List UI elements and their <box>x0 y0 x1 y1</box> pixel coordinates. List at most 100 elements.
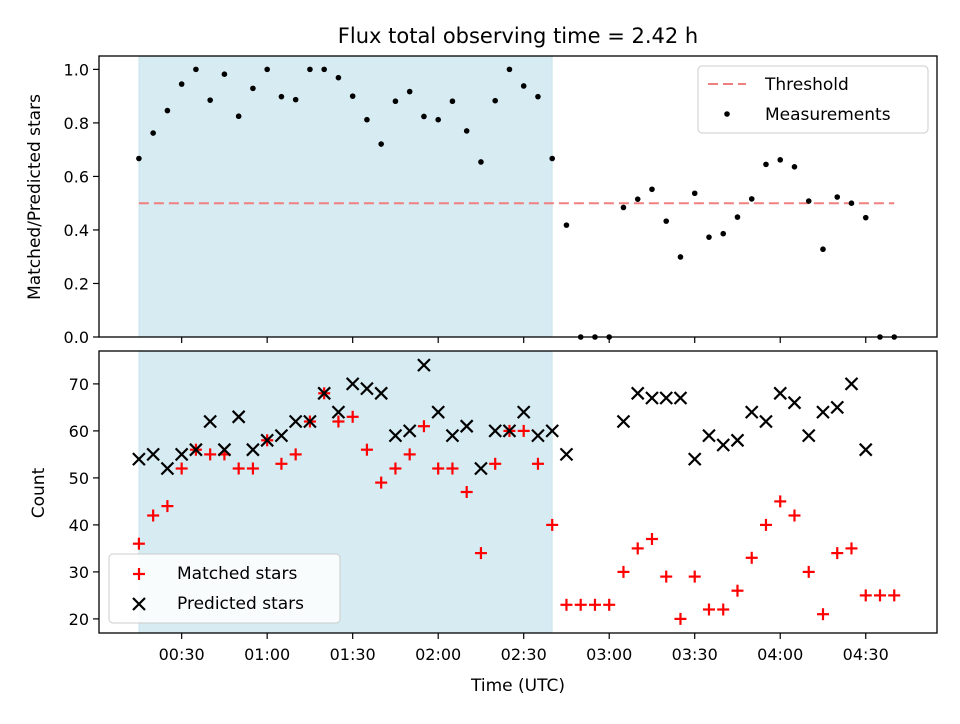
measurement-point <box>691 190 698 197</box>
top-y-axis: 0.0 0.2 0.4 0.6 0.8 1.0 <box>64 60 99 347</box>
predicted-star-point <box>146 447 160 462</box>
measurement-point <box>535 93 541 100</box>
measurement-point <box>720 230 727 237</box>
top-panel: 0.0 0.2 0.4 0.6 0.8 1.0 Matched/Predicted sta… <box>25 55 938 347</box>
bottom-panel: 20 30 40 50 60 70 00:30 01:00 01:30 02:00 02:30 03… <box>29 350 938 696</box>
matched-star-point <box>489 457 502 470</box>
matched-star-point <box>147 509 160 522</box>
top-y-tick-label: 0.4 <box>64 221 89 240</box>
threshold-legend-label: Threshold <box>764 75 849 95</box>
measurement-point <box>677 254 684 260</box>
matched-star-point <box>774 495 787 508</box>
predicted-star-point <box>317 386 331 401</box>
measurement-point <box>449 98 456 105</box>
bottom-x-tick-label: 03:00 <box>586 645 632 664</box>
measurement-point <box>862 214 869 221</box>
bottom-y-tick-label: 20 <box>69 610 89 629</box>
matched-star-point <box>175 462 188 475</box>
predicted-star-point <box>174 447 189 462</box>
measurement-point <box>364 116 370 123</box>
measurement-point <box>634 196 641 202</box>
bottom-x-tick-label: 01:30 <box>330 645 376 664</box>
matched-star-point <box>517 424 530 437</box>
measurement-point <box>193 66 199 73</box>
predicted-legend-label: Predicted stars <box>177 594 304 614</box>
matched-star-point <box>531 457 544 470</box>
matched-star-point <box>360 443 373 456</box>
predicted-star-point <box>830 400 845 415</box>
measurement-point <box>235 113 242 120</box>
predicted-star-point <box>844 377 859 391</box>
measurement-point <box>321 66 327 73</box>
matched-star-point <box>161 500 174 513</box>
measurement-point <box>763 161 769 168</box>
measurements-legend-label: Measurements <box>765 105 891 125</box>
measurement-point <box>506 66 513 73</box>
predicted-star-point <box>858 442 873 457</box>
measurement-point <box>335 74 342 81</box>
predicted-legend-swatch <box>132 597 146 611</box>
predicted-star-point <box>659 391 673 405</box>
measurement-point <box>549 155 556 162</box>
figure-title: Flux total observing time = 2.42 h <box>338 24 698 48</box>
matched-star-point <box>873 589 886 602</box>
bottom-y-axis-label: Count <box>29 467 49 518</box>
predicted-star-point <box>673 391 688 405</box>
predicted-star-point <box>773 386 788 401</box>
predicted-star-point <box>445 428 460 443</box>
measurement-point <box>307 66 313 73</box>
predicted-star-point <box>246 442 260 457</box>
top-legend: Threshold Measurements <box>697 65 929 134</box>
predicted-star-point <box>787 395 802 410</box>
matched-star-point <box>731 584 744 597</box>
measurement-point <box>435 116 441 123</box>
predicted-star-point <box>716 438 731 452</box>
matched-star-point <box>717 603 730 616</box>
measurement-point <box>777 157 784 163</box>
predicted-star-point <box>417 358 431 372</box>
measurements-series <box>136 66 898 340</box>
matched-star-point <box>403 448 416 461</box>
top-x-ticks <box>181 337 867 343</box>
matched-star-point <box>446 462 459 475</box>
matched-star-point <box>603 598 616 611</box>
measurement-point <box>492 97 498 104</box>
measurement-point <box>421 113 427 120</box>
bottom-legend-box <box>108 553 341 624</box>
matched-star-point <box>289 448 302 461</box>
predicted-star-point <box>303 414 317 429</box>
predicted-star-point <box>388 428 403 443</box>
measurement-point <box>278 93 285 100</box>
measurement-point <box>392 98 399 105</box>
matched-legend-swatch <box>133 568 145 580</box>
matched-star-point <box>745 551 758 564</box>
bottom-x-tick-label: 04:30 <box>843 645 889 664</box>
bottom-y-tick-label: 70 <box>69 375 89 394</box>
predicted-star-point <box>744 405 759 419</box>
measurement-point <box>791 163 798 170</box>
predicted-star-point <box>402 424 417 438</box>
matched-star-point <box>831 547 844 560</box>
matched-star-point <box>588 598 601 611</box>
matched-star-point <box>132 537 145 550</box>
measurement-point <box>406 88 413 95</box>
top-y-axis-label: Matched/Predicted stars <box>25 94 45 300</box>
bottom-legend: Matched stars Predicted stars <box>108 553 341 624</box>
predicted-star-point <box>231 410 246 424</box>
matched-star-point <box>546 518 559 531</box>
bottom-x-axis-label: Time (UTC) <box>470 676 565 696</box>
matched-star-point <box>788 509 801 522</box>
matched-star-point <box>346 410 359 423</box>
top-shaded-region <box>138 55 553 338</box>
predicted-star-point <box>730 433 745 448</box>
matched-star-point <box>631 542 644 555</box>
matched-star-point <box>859 589 872 602</box>
measurement-point <box>706 234 712 240</box>
measurement-point <box>292 96 299 103</box>
bottom-y-tick-label: 30 <box>69 563 89 582</box>
matched-star-point <box>816 608 829 621</box>
predicted-star-point <box>616 414 631 429</box>
matched-star-point <box>275 457 288 470</box>
measurement-point <box>848 200 855 206</box>
matched-star-point <box>617 565 630 578</box>
